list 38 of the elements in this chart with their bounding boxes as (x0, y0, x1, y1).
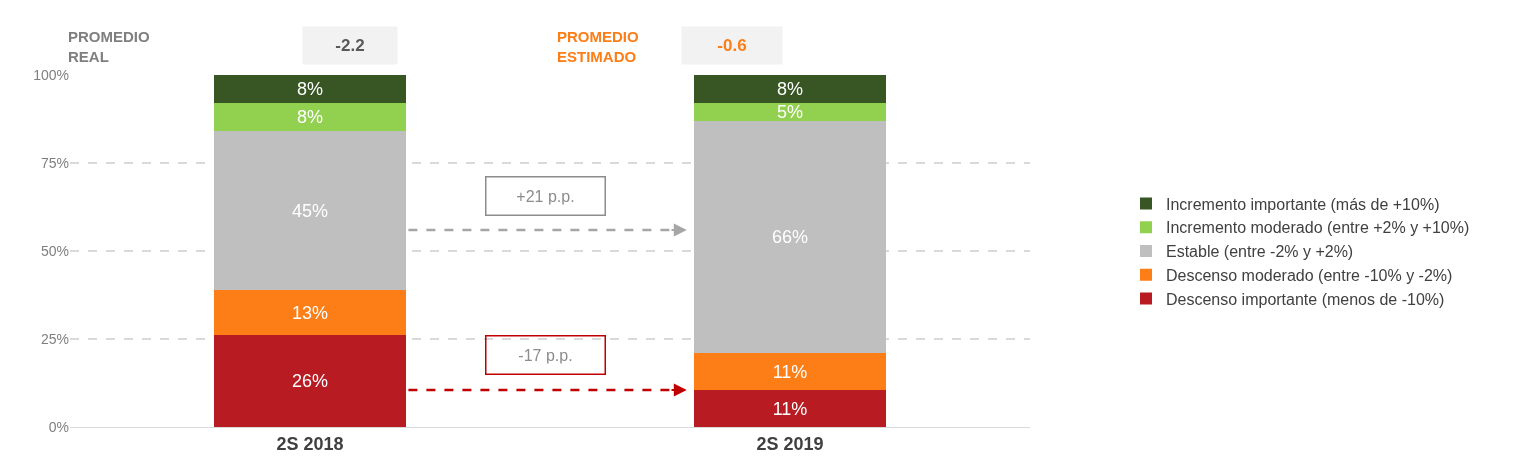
bar (694, 120, 886, 354)
text: PROMEDIO ESTIMADO (557, 28, 639, 65)
bar (214, 335, 406, 427)
bar (694, 75, 886, 104)
legend-label: Descenso moderado (entre -10% y -2%) (1166, 267, 1453, 285)
y-tick-label: 50% (40, 242, 69, 259)
x-tick-label: 2S 2018 (276, 433, 344, 454)
bar (214, 289, 406, 336)
annotation: +21 p.p. (516, 187, 575, 205)
bar (694, 353, 886, 391)
text: PROMEDIO REAL (68, 28, 150, 65)
data-label: 66% (771, 226, 809, 247)
legend-label: Incremento importante (más de +10%) (1166, 195, 1440, 213)
data-label: 11% (772, 398, 808, 419)
x-tick-label: 2S 2019 (756, 433, 824, 454)
data-label: 13% (291, 302, 329, 323)
data-label: 5% (776, 101, 804, 122)
y-tick-label: 75% (40, 154, 69, 171)
legend-label: Estable (entre -2% y +2%) (1166, 243, 1354, 261)
data-label: 8% (296, 79, 324, 100)
legend-label: Descenso importante (menos de -10%) (1166, 290, 1445, 308)
y-tick-label: 0% (48, 418, 69, 435)
text: -2.2 (335, 36, 365, 55)
y-tick-label: 25% (40, 330, 69, 347)
legend-label: Incremento moderado (entre +2% y +10%) (1166, 219, 1470, 237)
data-label: 8% (776, 79, 804, 100)
bar (214, 103, 406, 132)
data-label: 45% (291, 200, 329, 221)
data-label: 11% (772, 361, 808, 382)
text: -0.6 (717, 36, 747, 55)
bar (214, 131, 406, 290)
data-label: 8% (296, 107, 324, 128)
bar (214, 75, 406, 104)
bar (694, 103, 886, 121)
data-label: 26% (291, 371, 329, 392)
annotation: -17 p.p. (518, 346, 573, 364)
y-tick-label: 100% (33, 66, 69, 83)
bar (694, 390, 886, 427)
